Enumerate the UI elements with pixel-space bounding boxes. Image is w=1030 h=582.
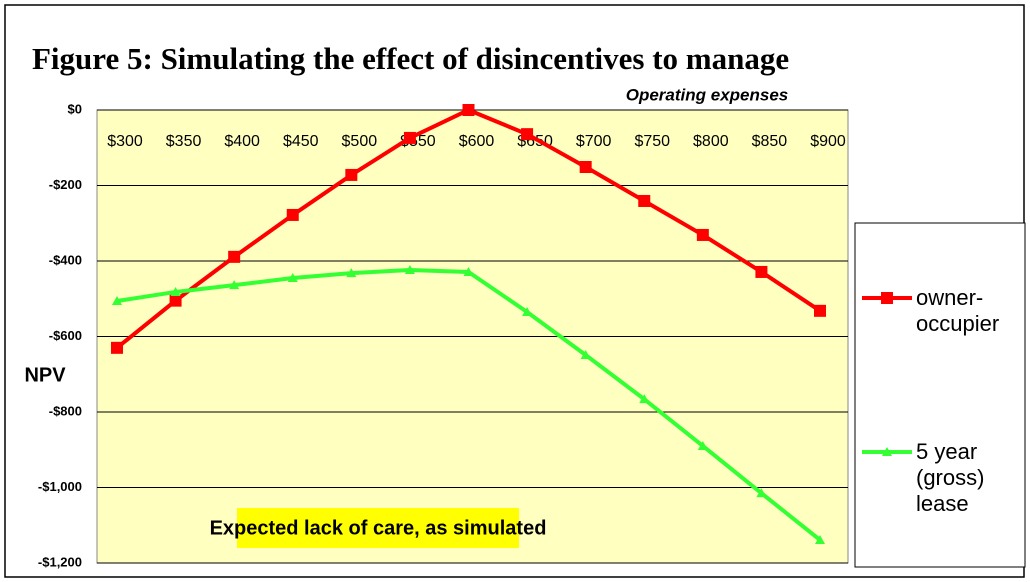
- data-point: [580, 349, 591, 359]
- x-tick-label: $450: [283, 133, 319, 150]
- data-point: [346, 268, 357, 278]
- y-tick-label: -$600: [49, 328, 82, 343]
- data-point: [403, 131, 416, 144]
- data-point: [287, 272, 298, 282]
- data-point: [112, 296, 122, 306]
- data-point: [229, 280, 240, 290]
- legend-label: owner-occupier: [916, 285, 1000, 336]
- data-point: [697, 440, 708, 450]
- data-point: [521, 128, 534, 141]
- data-point: [522, 306, 533, 316]
- annotation-box: [237, 508, 519, 548]
- data-point: [228, 250, 241, 263]
- legend-marker: [882, 447, 892, 456]
- legend-label: 5 year (gross) lease: [916, 439, 985, 516]
- y-tick-label: -$400: [49, 252, 82, 267]
- x-tick-label: $750: [634, 133, 670, 150]
- data-point: [404, 265, 415, 275]
- data-point: [463, 266, 474, 276]
- y-tick-label: -$1,200: [38, 554, 82, 569]
- y-tick-label: -$200: [49, 177, 82, 192]
- data-point: [462, 104, 475, 116]
- data-point: [169, 294, 182, 307]
- data-point: [814, 304, 826, 317]
- data-point: [579, 161, 592, 174]
- y-axis-label: NPV: [24, 364, 66, 386]
- legend-box: [854, 222, 1026, 568]
- x-axis-label: Operating expenses: [626, 85, 789, 104]
- data-point: [815, 534, 825, 544]
- data-point: [286, 208, 299, 221]
- data-point: [755, 265, 768, 278]
- data-point: [756, 488, 767, 498]
- data-point: [696, 228, 709, 241]
- annotation: Expected lack of care, as simulated: [210, 517, 547, 539]
- x-tick-label: $400: [224, 133, 260, 150]
- legend-marker: [881, 292, 893, 304]
- y-tick-label: -$1,000: [38, 479, 82, 494]
- data-point: [170, 286, 181, 296]
- chart-title: Figure 5: Simulating the effect of disin…: [32, 41, 789, 76]
- x-tick-label: $900: [810, 133, 846, 150]
- x-tick-label: $300: [107, 133, 143, 150]
- data-point: [638, 194, 651, 207]
- x-tick-label: $500: [342, 133, 378, 150]
- data-point: [345, 168, 358, 181]
- x-tick-label: $600: [459, 133, 495, 150]
- y-tick-label: $0: [68, 101, 82, 116]
- x-tick-label: $800: [693, 133, 729, 150]
- data-point: [639, 394, 650, 404]
- x-tick-label: $850: [752, 133, 788, 150]
- x-tick-label: $700: [576, 133, 612, 150]
- data-point: [111, 341, 123, 354]
- x-tick-label: $350: [166, 133, 202, 150]
- y-tick-label: -$800: [49, 403, 82, 418]
